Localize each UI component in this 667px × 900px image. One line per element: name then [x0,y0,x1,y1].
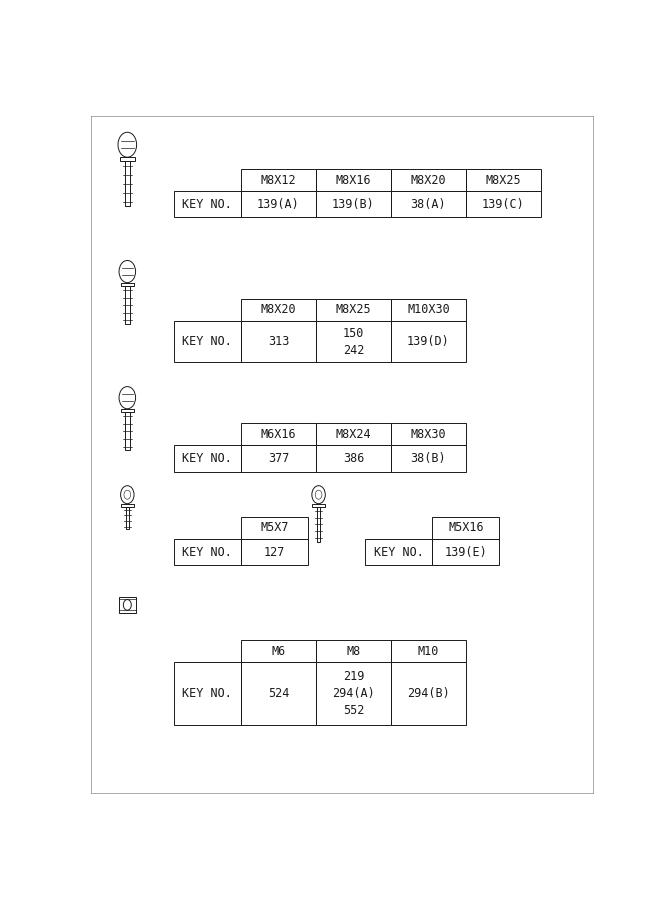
Text: M10: M10 [418,644,439,658]
Text: M8X25: M8X25 [486,174,521,186]
Bar [121,409,134,412]
Bar [120,158,135,161]
Bar [121,504,134,508]
Bar [174,446,241,472]
Text: M8X24: M8X24 [336,428,372,441]
Bar [241,517,308,539]
Bar [316,640,391,662]
Bar [174,539,241,565]
Bar [316,320,391,363]
Text: 313: 313 [268,335,289,348]
Text: M5X7: M5X7 [260,521,289,535]
Text: 219
294(A)
552: 219 294(A) 552 [332,670,375,717]
Text: M8X20: M8X20 [261,303,296,316]
Bar [174,191,241,218]
Text: KEY NO.: KEY NO. [183,687,232,700]
Text: 377: 377 [268,452,289,465]
Bar [432,517,500,539]
Bar [241,662,316,724]
Text: M8: M8 [346,644,361,658]
Bar [391,662,466,724]
Text: M8X20: M8X20 [411,174,446,186]
Text: M8X30: M8X30 [411,428,446,441]
Bar [316,446,391,472]
Bar [241,299,316,320]
Bar [391,423,466,446]
Bar [391,169,466,191]
Bar [125,161,129,206]
Text: KEY NO.: KEY NO. [374,545,424,559]
Bar [316,169,391,191]
Bar [174,320,241,363]
Text: 38(B): 38(B) [411,452,446,465]
Bar [391,191,466,218]
Text: 38(A): 38(A) [411,198,446,211]
Bar [241,539,308,565]
Bar [466,191,541,218]
Text: 294(B): 294(B) [407,687,450,700]
Bar [119,597,135,613]
Text: KEY NO.: KEY NO. [183,335,232,348]
Text: 139(B): 139(B) [332,198,375,211]
Bar [365,539,432,565]
Text: KEY NO.: KEY NO. [183,198,232,211]
Text: M8X12: M8X12 [261,174,296,186]
Bar [125,508,129,529]
Text: 150
242: 150 242 [343,327,364,356]
Bar [241,423,316,446]
Bar [241,169,316,191]
Text: 386: 386 [343,452,364,465]
Text: KEY NO.: KEY NO. [183,545,232,559]
Text: M5X16: M5X16 [448,521,484,535]
Bar [125,286,129,324]
Bar [391,446,466,472]
Text: M8X25: M8X25 [336,303,372,316]
Bar [241,446,316,472]
Bar [391,299,466,320]
Bar [241,191,316,218]
Text: M10X30: M10X30 [407,303,450,316]
Bar [466,169,541,191]
Bar [241,640,316,662]
Text: 524: 524 [268,687,289,700]
Bar [316,662,391,724]
Bar [312,504,325,508]
Text: 139(D): 139(D) [407,335,450,348]
Bar [316,191,391,218]
Bar [316,423,391,446]
Text: M6X16: M6X16 [261,428,296,441]
Text: 139(E): 139(E) [444,545,488,559]
Bar [125,412,129,450]
Bar [391,320,466,363]
Text: M6: M6 [271,644,285,658]
Bar [317,508,320,542]
Text: M8X16: M8X16 [336,174,372,186]
Bar [241,320,316,363]
Bar [174,662,241,724]
Bar [432,539,500,565]
Bar [316,299,391,320]
Text: 127: 127 [264,545,285,559]
Text: 139(C): 139(C) [482,198,525,211]
Text: KEY NO.: KEY NO. [183,452,232,465]
Bar [121,283,134,286]
Bar [391,640,466,662]
Text: 139(A): 139(A) [257,198,300,211]
